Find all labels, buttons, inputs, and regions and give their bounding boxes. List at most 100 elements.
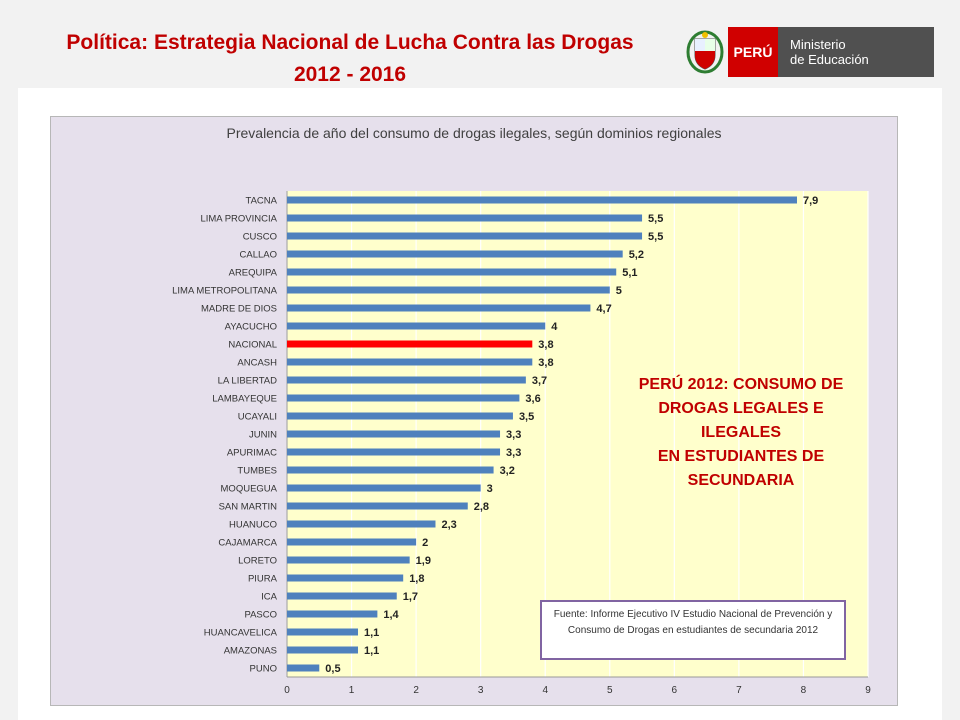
- y-tick-label: LIMA PROVINCIA: [200, 214, 277, 225]
- slide-header: Política: Estrategia Nacional de Lucha C…: [0, 0, 960, 88]
- bar: [287, 394, 520, 402]
- data-label: 7,9: [803, 195, 818, 207]
- data-label: 0,5: [325, 663, 340, 675]
- x-tick-label: 3: [478, 685, 484, 696]
- y-tick-label: LIMA METROPOLITANA: [172, 286, 278, 297]
- chart-container: Prevalencia de año del consumo de drogas…: [50, 116, 898, 706]
- ministry-name-line1: Ministerio: [790, 37, 846, 52]
- y-tick-label: MOQUEGUA: [221, 484, 278, 495]
- y-tick-label: MADRE DE DIOS: [201, 304, 277, 315]
- data-label: 3,5: [519, 411, 534, 423]
- x-tick-label: 6: [672, 685, 678, 696]
- slide-title: Política: Estrategia Nacional de Lucha C…: [20, 27, 680, 91]
- bar: [287, 196, 797, 204]
- y-tick-label: AMAZONAS: [224, 646, 277, 657]
- bar: [287, 214, 643, 222]
- x-tick-label: 1: [349, 685, 355, 696]
- coat-of-arms-icon: [682, 27, 728, 77]
- bar: [287, 376, 526, 384]
- bar: [287, 304, 591, 312]
- data-label: 3: [487, 483, 493, 495]
- annotation-line5: SECUNDARIA: [687, 472, 795, 489]
- bar: [287, 574, 404, 582]
- data-label: 3,3: [506, 447, 521, 459]
- y-tick-label: HUANCAVELICA: [204, 628, 278, 639]
- annotation-line3: ILEGALES: [700, 424, 781, 441]
- peru-brand: PERÚ: [728, 27, 778, 77]
- annotation-line1: PERÚ 2012: CONSUMO DE: [638, 376, 844, 393]
- data-label: 1,1: [364, 627, 379, 639]
- x-tick-label: 9: [865, 685, 871, 696]
- data-label: 3,7: [532, 375, 547, 387]
- y-tick-label: TUMBES: [237, 466, 277, 477]
- bar: [287, 340, 533, 348]
- data-label: 3,8: [538, 339, 553, 351]
- chart-title: Prevalencia de año del consumo de drogas…: [226, 125, 722, 141]
- y-tick-label: AYACUCHO: [225, 322, 277, 333]
- source-note: Fuente: Informe Ejecutivo IV Estudio Nac…: [540, 600, 846, 660]
- bar: [287, 646, 359, 654]
- data-label: 3,2: [500, 465, 515, 477]
- y-tick-label: AREQUIPA: [229, 268, 278, 279]
- y-tick-label: CUSCO: [243, 232, 277, 243]
- slide-title-line1: Política: Estrategia Nacional de Lucha C…: [66, 31, 634, 54]
- data-label: 1,9: [416, 555, 431, 567]
- annotation-line2: DROGAS LEGALES E: [658, 400, 824, 417]
- y-tick-label: UCAYALI: [238, 412, 277, 423]
- data-label: 3,8: [538, 357, 553, 369]
- x-tick-label: 0: [284, 685, 290, 696]
- bar: [287, 664, 320, 672]
- bar: [287, 628, 359, 636]
- bar: [287, 484, 481, 492]
- x-tick-label: 2: [413, 685, 419, 696]
- data-label: 2,8: [474, 501, 489, 513]
- bar: [287, 286, 610, 294]
- bar: [287, 610, 378, 618]
- chart-annotation: PERÚ 2012: CONSUMO DE DROGAS LEGALES E I…: [621, 373, 861, 493]
- ministry-logo: PERÚ Ministerio de Educación: [682, 27, 934, 77]
- y-tick-label: PASCO: [244, 610, 277, 621]
- bar: [287, 520, 436, 528]
- x-tick-label: 8: [801, 685, 807, 696]
- y-tick-label: PIURA: [248, 574, 278, 585]
- data-label: 4,7: [596, 303, 611, 315]
- data-label: 1,4: [383, 609, 399, 621]
- bar: [287, 430, 501, 438]
- bar: [287, 268, 617, 276]
- y-tick-label: ICA: [261, 592, 278, 603]
- annotation-line4: EN ESTUDIANTES DE: [657, 448, 825, 465]
- bar: [287, 250, 623, 258]
- bar: [287, 322, 546, 330]
- data-label: 5,5: [648, 213, 663, 225]
- data-label: 5,1: [622, 267, 637, 279]
- y-tick-label: NACIONAL: [228, 340, 277, 351]
- bar: [287, 538, 417, 546]
- bar-chart: 0 1 2 3 4 5 6 7 8 9 TACNA 7,9 LIMA PROVINCIA 5,5 CUSCO…: [172, 191, 871, 696]
- y-tick-label: SAN MARTIN: [219, 502, 278, 513]
- bar: [287, 466, 494, 474]
- data-label: 4: [551, 321, 558, 333]
- bar: [287, 592, 397, 600]
- bar: [287, 448, 501, 456]
- x-tick-label: 7: [736, 685, 742, 696]
- x-tick-label: 5: [607, 685, 613, 696]
- y-tick-label: CALLAO: [240, 250, 278, 261]
- ministry-name-line2: de Educación: [790, 52, 869, 67]
- y-tick-label: ANCASH: [237, 358, 277, 369]
- data-label: 5: [616, 285, 622, 297]
- y-tick-label: APURIMAC: [227, 448, 277, 459]
- y-tick-label: HUANUCO: [229, 520, 277, 531]
- data-label: 1,8: [409, 573, 424, 585]
- bar: [287, 412, 513, 420]
- y-tick-label: TACNA: [246, 196, 278, 207]
- data-label: 5,5: [648, 231, 663, 243]
- y-tick-label: PUNO: [250, 664, 277, 675]
- data-label: 1,7: [403, 591, 418, 603]
- y-tick-label: LORETO: [238, 556, 277, 567]
- bar: [287, 232, 643, 240]
- bar: [287, 556, 410, 564]
- data-label: 5,2: [629, 249, 644, 261]
- data-label: 1,1: [364, 645, 379, 657]
- data-label: 2,3: [441, 519, 456, 531]
- bar: [287, 502, 468, 510]
